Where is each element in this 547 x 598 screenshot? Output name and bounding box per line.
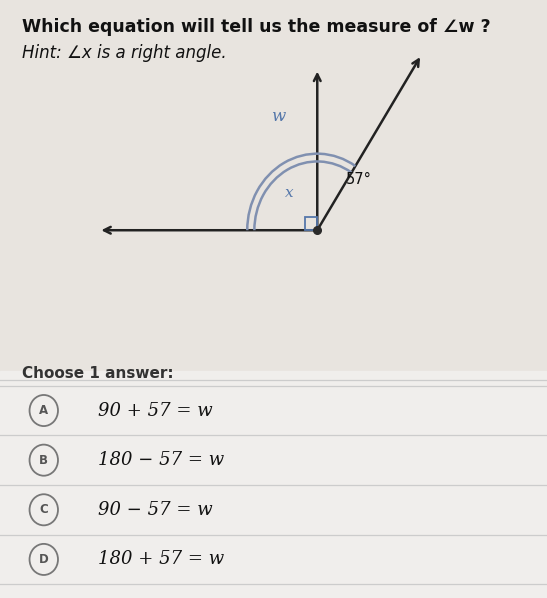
Text: 180 + 57 = w: 180 + 57 = w xyxy=(98,550,225,569)
Text: A: A xyxy=(39,404,48,417)
Text: Hint: ∠x is a right angle.: Hint: ∠x is a right angle. xyxy=(22,44,226,62)
Text: Which equation will tell us the measure of ∠w ?: Which equation will tell us the measure … xyxy=(22,18,491,36)
Bar xyxy=(0,371,547,598)
Text: B: B xyxy=(39,454,48,466)
Text: x: x xyxy=(284,186,293,200)
Text: D: D xyxy=(39,553,49,566)
Bar xyxy=(0,0,547,371)
Bar xyxy=(305,217,317,230)
Text: Choose 1 answer:: Choose 1 answer: xyxy=(22,366,173,382)
Text: 90 + 57 = w: 90 + 57 = w xyxy=(98,401,213,420)
Text: 90 − 57 = w: 90 − 57 = w xyxy=(98,501,213,519)
Text: w: w xyxy=(271,108,285,125)
Text: C: C xyxy=(39,504,48,516)
Text: 57°: 57° xyxy=(345,172,371,187)
Text: 180 − 57 = w: 180 − 57 = w xyxy=(98,451,225,469)
